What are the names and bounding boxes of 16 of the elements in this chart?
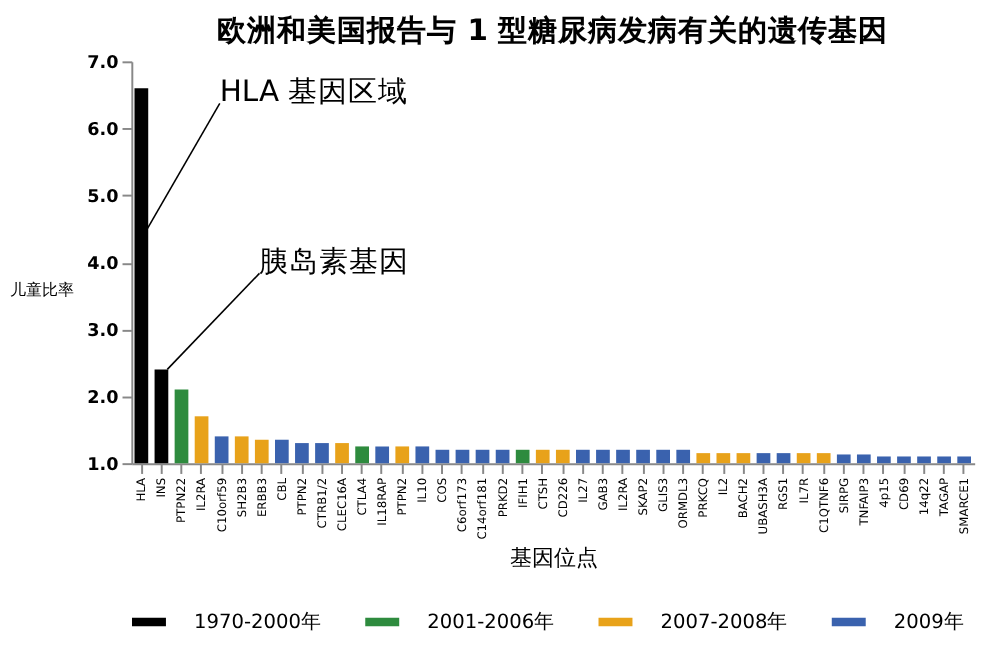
legend-label: 1970-2000年 xyxy=(194,609,321,634)
y-tick-label: 4.0 xyxy=(87,255,119,276)
chart-title: 欧洲和美国报告与 1 型糖尿病发病有关的遗传基因 xyxy=(217,11,889,48)
legend-label: 2007-2008年 xyxy=(660,609,788,634)
annotation: HLA 基因区域 xyxy=(219,75,409,110)
y-tick-label: 3.0 xyxy=(87,322,119,343)
y-tick-label: 7.0 xyxy=(87,54,119,75)
y-tick-label: 6.0 xyxy=(87,121,119,142)
annotation: 胰岛素基因 xyxy=(259,245,410,280)
y-tick-label: 5.0 xyxy=(87,188,119,209)
y-tick-label: 2.0 xyxy=(87,389,119,410)
y-axis-title: 儿童比率 xyxy=(9,281,74,300)
legend-label: 2009年 xyxy=(893,609,964,634)
y-tick-label: 1.0 xyxy=(87,456,119,477)
x-axis-title: 基因位点 xyxy=(509,545,598,572)
legend-label: 2001-2006年 xyxy=(427,609,555,634)
